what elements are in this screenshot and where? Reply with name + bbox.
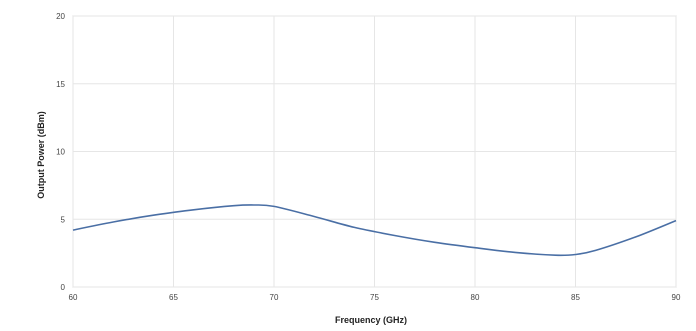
y-axis-title: Output Power (dBm) <box>36 111 46 199</box>
x-tick-label: 90 <box>672 293 681 302</box>
x-tick-label: 80 <box>471 293 480 302</box>
y-tick-label: 10 <box>56 148 65 157</box>
x-tick-label: 70 <box>270 293 279 302</box>
y-tick-label: 15 <box>56 80 65 89</box>
x-tick-label: 85 <box>571 293 580 302</box>
x-tick-label: 75 <box>370 293 379 302</box>
y-tick-label: 0 <box>61 283 66 292</box>
y-tick-label: 20 <box>56 12 65 21</box>
y-tick-label: 5 <box>61 215 66 224</box>
x-axis-title: Frequency (GHz) <box>335 315 407 325</box>
x-tick-label: 60 <box>69 293 78 302</box>
series-line-0 <box>72 204 677 257</box>
x-tick-label: 65 <box>169 293 178 302</box>
